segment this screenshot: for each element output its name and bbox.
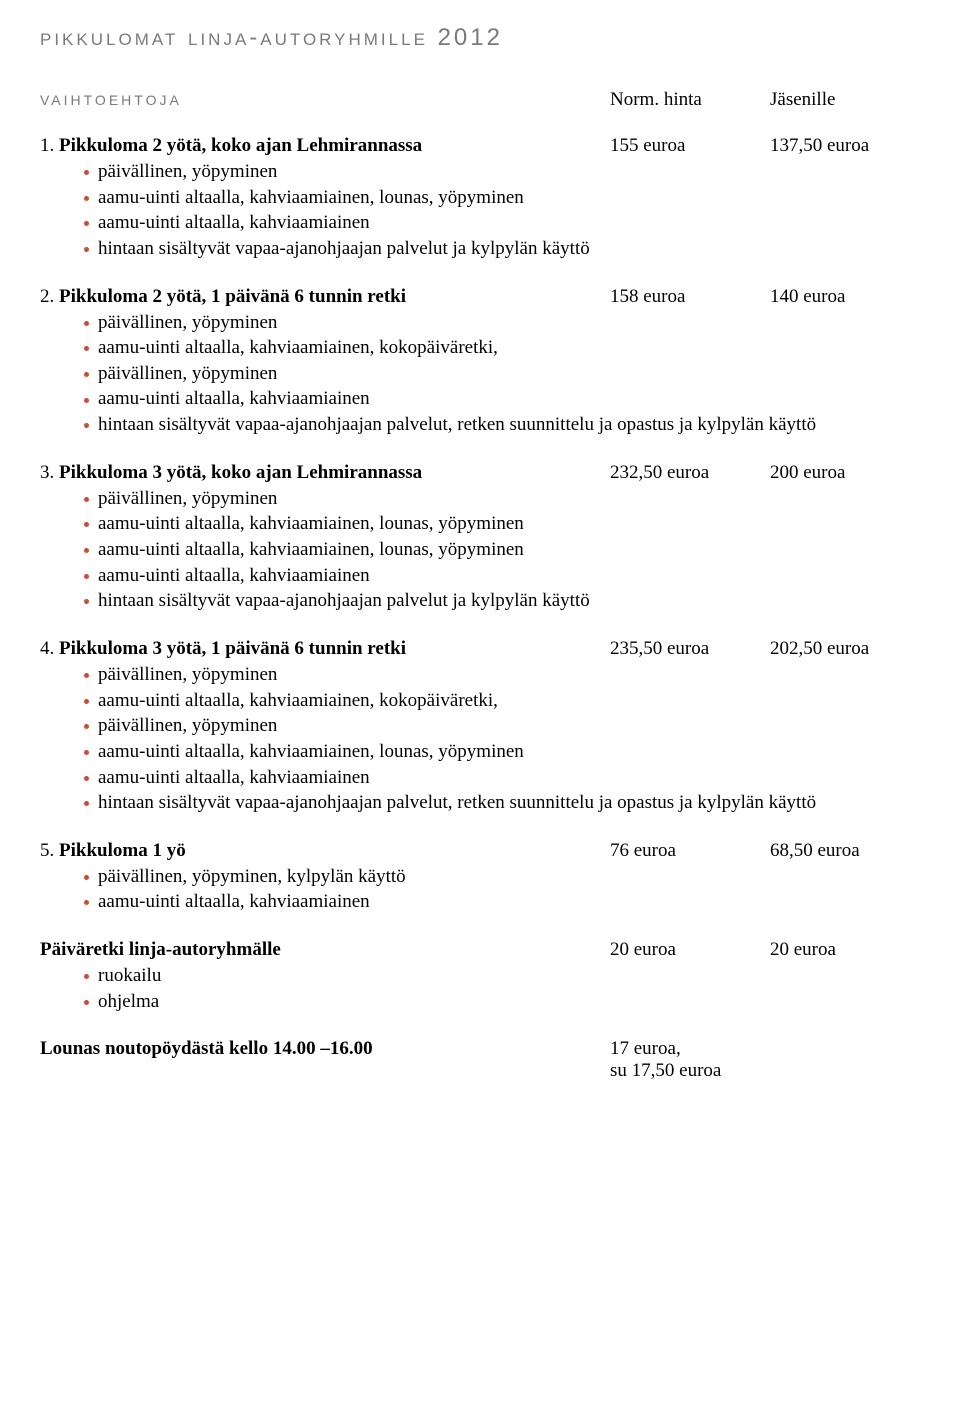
list-item: aamu-uinti altaalla, kahviaamiainen, lou…: [84, 537, 920, 563]
option-number: 4.: [40, 638, 54, 659]
price-norm: 155 euroa: [610, 135, 770, 157]
list-item: aamu-uinti altaalla, kahviaamiainen: [84, 210, 920, 236]
list-item: päivällinen, yöpyminen, kylpylän käyttö: [84, 864, 920, 890]
list-item: aamu-uinti altaalla, kahviaamiainen, lou…: [84, 739, 920, 765]
price-jasen: 68,50 euroa: [770, 840, 910, 862]
option-name: Pikkuloma 3 yötä, koko ajan Lehmirannass…: [59, 462, 422, 483]
option-block: 3. Pikkuloma 3 yötä, koko ajan Lehmirann…: [40, 462, 920, 614]
col-header-norm: Norm. hinta: [610, 89, 770, 111]
option-items: päivällinen, yöpyminen, kylpylän käyttö …: [40, 864, 920, 915]
list-item: aamu-uinti altaalla, kahviaamiainen: [84, 386, 920, 412]
option-name: Pikkuloma 1 yö: [59, 840, 186, 861]
list-item: hintaan sisältyvät vapaa-ajanohjaajan pa…: [84, 236, 920, 262]
option-header: 2. Pikkuloma 2 yötä, 1 päivänä 6 tunnin …: [40, 286, 920, 308]
option-items: päivällinen, yöpyminen aamu-uinti altaal…: [40, 310, 920, 438]
section-heading: vaihtoehtoja: [40, 88, 610, 111]
option-header: 4. Pikkuloma 3 yötä, 1 päivänä 6 tunnin …: [40, 638, 920, 660]
list-item: aamu-uinti altaalla, kahviaamiainen, kok…: [84, 335, 920, 361]
lunch-price-sunday: su 17,50 euroa: [610, 1060, 770, 1082]
price-jasen: 202,50 euroa: [770, 638, 910, 660]
option-title: 1. Pikkuloma 2 yötä, koko ajan Lehmirann…: [40, 135, 610, 157]
list-item: hintaan sisältyvät vapaa-ajanohjaajan pa…: [84, 588, 920, 614]
price-norm: 20 euroa: [610, 939, 770, 961]
option-name: Pikkuloma 3 yötä, 1 päivänä 6 tunnin ret…: [59, 638, 406, 659]
list-item: aamu-uinti altaalla, kahviaamiainen: [84, 889, 920, 915]
option-number: 2.: [40, 286, 54, 307]
price-jasen: 200 euroa: [770, 462, 910, 484]
option-title: 2. Pikkuloma 2 yötä, 1 päivänä 6 tunnin …: [40, 286, 610, 308]
list-item: aamu-uinti altaalla, kahviaamiainen: [84, 563, 920, 589]
daytrip-header: Päiväretki linja-autoryhmälle 20 euroa 2…: [40, 939, 920, 961]
price-norm: 232,50 euroa: [610, 462, 770, 484]
list-item: päivällinen, yöpyminen: [84, 486, 920, 512]
list-item: hintaan sisältyvät vapaa-ajanohjaajan pa…: [84, 412, 920, 438]
option-items: päivällinen, yöpyminen aamu-uinti altaal…: [40, 159, 920, 262]
lunch-price: 17 euroa,: [610, 1038, 770, 1060]
list-item: hintaan sisältyvät vapaa-ajanohjaajan pa…: [84, 790, 920, 816]
price-jasen: 140 euroa: [770, 286, 910, 308]
option-header: 5. Pikkuloma 1 yö 76 euroa 68,50 euroa: [40, 840, 920, 862]
lunch-label: Lounas noutopöydästä kello 14.00 –16.00: [40, 1038, 610, 1060]
list-item: aamu-uinti altaalla, kahviaamiainen, kok…: [84, 688, 920, 714]
list-item: aamu-uinti altaalla, kahviaamiainen, lou…: [84, 511, 920, 537]
price-norm: 76 euroa: [610, 840, 770, 862]
option-block: 5. Pikkuloma 1 yö 76 euroa 68,50 euroa p…: [40, 840, 920, 915]
list-item: ruokailu: [84, 963, 920, 989]
column-header-row: vaihtoehtoja Norm. hinta Jäsenille: [40, 88, 920, 111]
option-number: 3.: [40, 462, 54, 483]
list-item: aamu-uinti altaalla, kahviaamiainen, lou…: [84, 185, 920, 211]
col-header-jasen: Jäsenille: [770, 89, 910, 111]
list-item: ohjelma: [84, 989, 920, 1015]
option-block: 2. Pikkuloma 2 yötä, 1 päivänä 6 tunnin …: [40, 286, 920, 438]
lunch-block: Lounas noutopöydästä kello 14.00 –16.00 …: [40, 1038, 920, 1082]
option-number: 5.: [40, 840, 54, 861]
page: pikkulomat linja-autoryhmille 2012 vaiht…: [0, 0, 960, 1122]
price-norm: 235,50 euroa: [610, 638, 770, 660]
page-title: pikkulomat linja-autoryhmille 2012: [40, 24, 920, 52]
lunch-row: Lounas noutopöydästä kello 14.00 –16.00 …: [40, 1038, 920, 1060]
option-header: 3. Pikkuloma 3 yötä, koko ajan Lehmirann…: [40, 462, 920, 484]
list-item: päivällinen, yöpyminen: [84, 361, 920, 387]
option-items: päivällinen, yöpyminen aamu-uinti altaal…: [40, 486, 920, 614]
option-block: 1. Pikkuloma 2 yötä, koko ajan Lehmirann…: [40, 135, 920, 262]
option-title: 5. Pikkuloma 1 yö: [40, 840, 610, 862]
price-norm: 158 euroa: [610, 286, 770, 308]
option-block: 4. Pikkuloma 3 yötä, 1 päivänä 6 tunnin …: [40, 638, 920, 816]
option-header: 1. Pikkuloma 2 yötä, koko ajan Lehmirann…: [40, 135, 920, 157]
lunch-sub-row: su 17,50 euroa: [40, 1060, 920, 1082]
daytrip-block: Päiväretki linja-autoryhmälle 20 euroa 2…: [40, 939, 920, 1014]
option-number: 1.: [40, 135, 54, 156]
price-jasen: 20 euroa: [770, 939, 910, 961]
option-name: Pikkuloma 2 yötä, 1 päivänä 6 tunnin ret…: [59, 286, 406, 307]
list-item: päivällinen, yöpyminen: [84, 662, 920, 688]
option-name: Pikkuloma 2 yötä, koko ajan Lehmirannass…: [59, 135, 422, 156]
list-item: päivällinen, yöpyminen: [84, 159, 920, 185]
daytrip-name: Päiväretki linja-autoryhmälle: [40, 939, 281, 960]
lunch-sub-pad: [40, 1060, 610, 1082]
option-title: 3. Pikkuloma 3 yötä, koko ajan Lehmirann…: [40, 462, 610, 484]
option-title: 4. Pikkuloma 3 yötä, 1 päivänä 6 tunnin …: [40, 638, 610, 660]
daytrip-title: Päiväretki linja-autoryhmälle: [40, 939, 610, 961]
list-item: päivällinen, yöpyminen: [84, 310, 920, 336]
list-item: aamu-uinti altaalla, kahviaamiainen: [84, 765, 920, 791]
option-items: päivällinen, yöpyminen aamu-uinti altaal…: [40, 662, 920, 816]
list-item: päivällinen, yöpyminen: [84, 713, 920, 739]
daytrip-items: ruokailu ohjelma: [40, 963, 920, 1014]
price-jasen: 137,50 euroa: [770, 135, 910, 157]
